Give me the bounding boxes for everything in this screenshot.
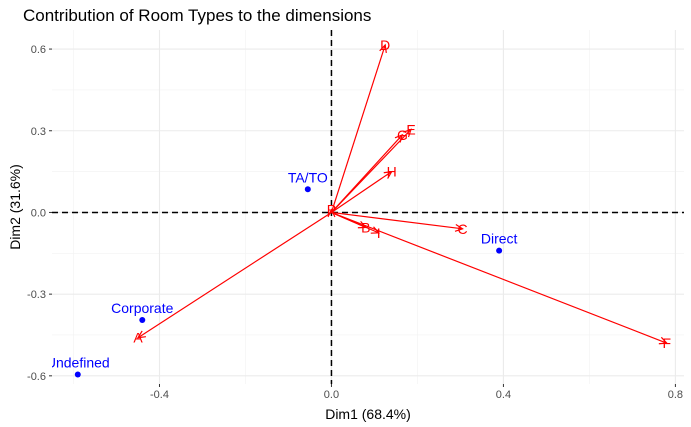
x-tick-label: 0.4 — [496, 389, 511, 401]
point-direct: Direct — [481, 231, 518, 254]
arrow-head — [394, 133, 404, 143]
arrow-a: A — [133, 211, 332, 346]
arrow-head — [136, 330, 146, 339]
arrow-shaft — [331, 211, 668, 344]
x-axis-ticks: -0.4 0.0 0.4 0.8 — [150, 384, 683, 401]
point-ta-to: TA/TO — [288, 169, 328, 193]
arrow-label: A — [133, 330, 143, 346]
arrow-g: G — [331, 127, 408, 213]
arrow-head — [658, 336, 669, 345]
arrow-label: P — [327, 202, 336, 218]
point-marker — [304, 186, 311, 193]
arrow-head — [379, 43, 387, 53]
arrow-label: G — [397, 127, 408, 143]
point-label: Direct — [481, 231, 518, 247]
reference-lines — [52, 30, 684, 384]
arrow-label: D — [380, 37, 390, 53]
arrow-label: I — [377, 225, 381, 241]
individual-points: TA/TO Direct Corporate Undefined — [46, 169, 518, 378]
y-axis-ticks: -0.6 -0.3 0.0 0.3 0.6 — [27, 44, 52, 383]
point-label: Undefined — [46, 354, 110, 370]
x-tick-label: -0.4 — [150, 389, 169, 401]
y-tick-label: 0.0 — [31, 207, 46, 219]
x-tick-label: 0.0 — [324, 389, 339, 401]
grid-minor — [52, 30, 684, 384]
x-axis-title: Dim1 (68.4%) — [325, 406, 411, 422]
arrow-head — [454, 223, 464, 232]
point-label: TA/TO — [288, 169, 328, 185]
arrow-h: H — [331, 164, 397, 213]
x-tick-label: 0.8 — [668, 389, 683, 401]
y-tick-label: -0.6 — [27, 371, 46, 383]
arrow-d: D — [330, 37, 390, 213]
arrow-f: F — [331, 211, 672, 351]
point-label: Corporate — [111, 300, 173, 316]
point-undefined: Undefined — [46, 354, 110, 378]
arrow-shaft — [331, 134, 403, 213]
arrow-i: I — [331, 211, 381, 241]
arrow-head — [370, 226, 381, 234]
grid-major — [52, 30, 684, 384]
arrow-c: C — [331, 211, 468, 237]
arrow-label: H — [387, 164, 397, 180]
point-marker — [139, 317, 146, 324]
arrow-shaft — [330, 44, 386, 213]
variable-arrows: D EG H P C BI F A — [133, 37, 671, 351]
arrow-label: C — [458, 221, 468, 237]
chart-title: Contribution of Room Types to the dimens… — [23, 6, 371, 25]
point-corporate: Corporate — [111, 300, 174, 324]
point-marker — [74, 371, 81, 378]
arrow-head — [383, 170, 393, 179]
y-tick-label: -0.3 — [27, 289, 46, 301]
arrow-label: E — [406, 121, 415, 137]
arrow-shaft — [137, 211, 332, 339]
arrow-b: B — [331, 211, 371, 235]
y-tick-label: 0.6 — [31, 44, 46, 56]
arrow-shaft — [331, 171, 392, 213]
arrow-head — [403, 128, 412, 138]
y-tick-label: 0.3 — [31, 126, 46, 138]
y-axis-title: Dim2 (31.6%) — [7, 164, 23, 250]
point-marker — [496, 247, 503, 254]
arrow-label: F — [663, 335, 672, 351]
arrow-p: P — [327, 202, 336, 218]
arrow-shaft — [331, 211, 463, 230]
